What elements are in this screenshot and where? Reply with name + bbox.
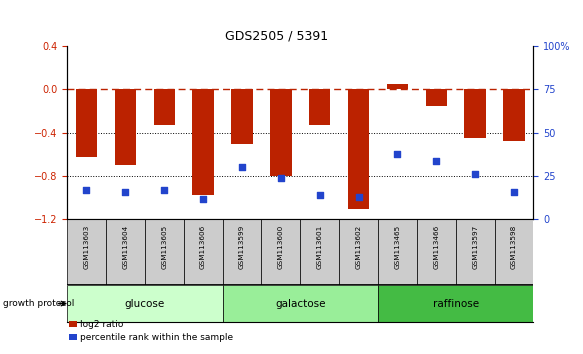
Text: GSM113601: GSM113601 (317, 225, 322, 269)
Bar (348, 89, 369, 209)
Text: galactose: galactose (275, 298, 325, 309)
Bar (223, 219, 261, 285)
Point (276, 175, 286, 181)
Text: GSM113465: GSM113465 (395, 225, 401, 269)
Text: GSM113606: GSM113606 (200, 225, 206, 269)
Text: GSM113597: GSM113597 (472, 225, 478, 269)
Point (354, 194, 363, 200)
Text: GDS2505 / 5391: GDS2505 / 5391 (226, 29, 328, 42)
Point (510, 189, 519, 195)
Text: GSM113603: GSM113603 (83, 225, 89, 269)
Bar (417, 219, 456, 285)
Bar (115, 89, 136, 165)
Point (160, 187, 169, 193)
Bar (494, 219, 533, 285)
Legend: log2 ratio, percentile rank within the sample: log2 ratio, percentile rank within the s… (66, 316, 237, 346)
Text: GSM113600: GSM113600 (278, 225, 284, 269)
Bar (76, 89, 97, 156)
Bar (192, 89, 214, 195)
Point (237, 165, 247, 170)
Bar (378, 219, 417, 285)
Bar (223, 285, 378, 322)
Text: glucose: glucose (125, 298, 165, 309)
Point (470, 172, 480, 177)
Bar (145, 219, 184, 285)
Text: GSM113599: GSM113599 (239, 225, 245, 269)
Text: GSM113602: GSM113602 (356, 225, 361, 269)
Text: GSM113466: GSM113466 (433, 225, 439, 269)
Bar (387, 84, 408, 89)
Bar (426, 89, 447, 105)
Text: raffinose: raffinose (433, 298, 479, 309)
Point (121, 189, 130, 195)
Bar (465, 89, 486, 138)
Text: GSM113604: GSM113604 (122, 225, 128, 269)
Point (431, 158, 441, 163)
Bar (309, 89, 331, 125)
Bar (456, 219, 494, 285)
Bar (184, 219, 223, 285)
Bar (106, 219, 145, 285)
Bar (270, 89, 292, 176)
Text: GSM113598: GSM113598 (511, 225, 517, 269)
Point (315, 192, 324, 198)
Point (198, 196, 208, 201)
Bar (503, 89, 525, 141)
Point (82, 187, 91, 193)
Bar (339, 219, 378, 285)
Bar (67, 219, 106, 285)
Text: growth protocol: growth protocol (3, 299, 74, 308)
Point (393, 151, 402, 156)
Bar (300, 219, 339, 285)
Bar (153, 89, 175, 125)
Text: GSM113605: GSM113605 (161, 225, 167, 269)
Bar (231, 89, 252, 144)
Bar (261, 219, 300, 285)
Bar (378, 285, 533, 322)
Bar (67, 285, 223, 322)
